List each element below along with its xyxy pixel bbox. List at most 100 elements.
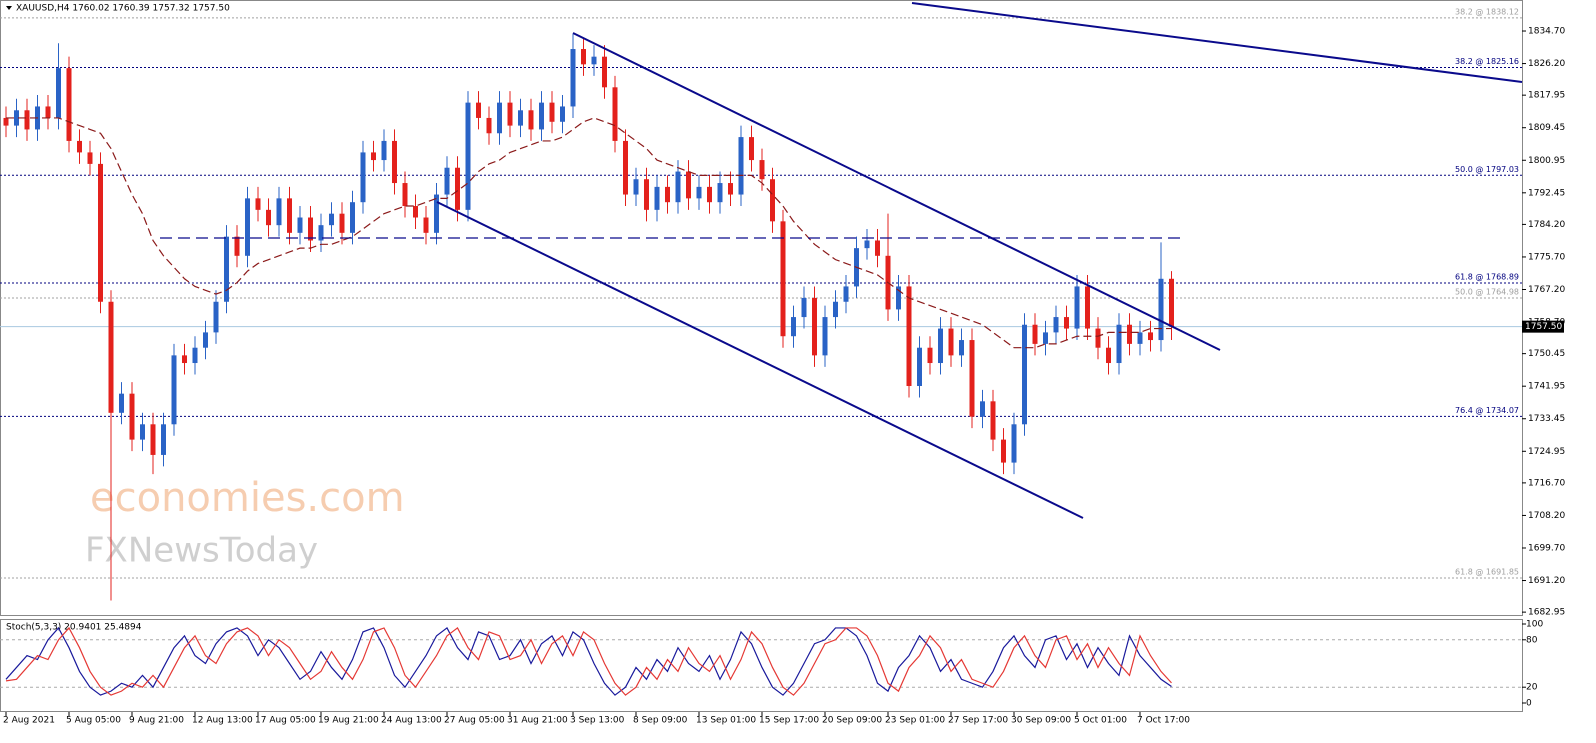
- y-tick-label: 1699.70: [1528, 543, 1565, 553]
- fib-label: 38.2 @ 1838.12: [1455, 7, 1519, 16]
- candle-body: [266, 209, 271, 226]
- candle-body: [14, 110, 19, 126]
- candle-body: [875, 240, 880, 256]
- candle-body: [528, 110, 534, 130]
- x-tick-label: 19 Aug 21:00: [318, 716, 379, 726]
- candle-body: [717, 183, 723, 203]
- candle-body: [245, 198, 250, 256]
- candle-body: [255, 198, 261, 210]
- x-tick-label: 13 Sep 01:00: [696, 716, 756, 726]
- candle-body: [938, 328, 943, 364]
- fib-label: 38.2 @ 1825.16: [1455, 57, 1519, 66]
- y-tick-label: 1817.95: [1528, 91, 1565, 101]
- fib-label: 61.8 @ 1768.89: [1455, 273, 1519, 282]
- y-tick-label: 1809.45: [1528, 123, 1565, 133]
- stoch-line: [5, 626, 1172, 696]
- candle-body: [1074, 286, 1080, 329]
- candle-body: [696, 186, 702, 199]
- stoch-header: Stoch(5,3,3) 20.9401 25.4894: [6, 623, 142, 633]
- x-tick-label: 12 Aug 13:00: [192, 716, 253, 726]
- candle-body: [182, 355, 187, 364]
- candle-body: [203, 332, 208, 348]
- candle-body: [434, 194, 439, 233]
- stoch-tick-label: 100: [1526, 620, 1543, 630]
- candle-body: [738, 137, 744, 195]
- candle-body: [1158, 278, 1164, 341]
- y-tick-label: 1750.45: [1528, 349, 1565, 359]
- trendline: [911, 2, 1523, 83]
- symbol-header: XAUUSD,H4 1760.02 1760.39 1757.32 1757.5…: [16, 4, 230, 14]
- last-price-box: [1522, 320, 1564, 333]
- candle-body: [822, 317, 828, 356]
- candle-body: [360, 152, 366, 203]
- watermark: economies.com: [90, 475, 405, 521]
- candle-body: [87, 152, 93, 164]
- candle-body: [833, 301, 838, 318]
- x-tick-label: 24 Aug 13:00: [381, 716, 442, 726]
- plot: 38.2 @ 1838.12 38.2 @ 1825.16 50.0 @ 1797.…: [0, 7, 1522, 601]
- candle-body: [644, 179, 649, 210]
- candle-body: [1022, 324, 1027, 425]
- fib-label: 76.4 @ 1734.07: [1455, 406, 1519, 415]
- candle-body: [990, 401, 996, 440]
- candle-body: [1148, 332, 1153, 341]
- main-frame: [0, 0, 1523, 616]
- candle-body: [917, 347, 922, 387]
- candle-body: [119, 393, 124, 413]
- x-tick-label: 9 Aug 21:00: [129, 716, 184, 726]
- candle-body: [56, 68, 61, 118]
- x-tick-label: 3 Sep 13:00: [570, 716, 625, 726]
- x-tick-label: 5 Aug 05:00: [66, 716, 121, 726]
- candle-body: [728, 183, 733, 195]
- y-tick-label: 1826.20: [1528, 59, 1565, 69]
- candle-body: [455, 167, 460, 210]
- candle-body: [906, 286, 912, 387]
- y-tick-label: 1691.20: [1528, 576, 1565, 586]
- candle-body: [192, 347, 198, 364]
- candle-body: [518, 110, 523, 126]
- stoch-line: [5, 626, 1172, 696]
- candle-body: [507, 102, 513, 126]
- candle-body: [66, 68, 72, 141]
- candle-body: [948, 328, 954, 356]
- candle-body: [381, 140, 387, 161]
- fib-label: 50.0 @ 1764.98: [1455, 288, 1519, 297]
- x-tick-label: 20 Sep 09:00: [822, 716, 882, 726]
- candle-body: [3, 117, 9, 126]
- trendline: [572, 32, 1221, 351]
- y-tick-label: 1792.45: [1528, 188, 1565, 198]
- candle-body: [350, 202, 355, 233]
- candle-body: [602, 56, 607, 88]
- candle-body: [759, 160, 765, 180]
- y-tick-label: 1834.70: [1528, 27, 1565, 37]
- y-tick-label: 1775.70: [1528, 252, 1565, 262]
- y-tick-label: 1724.95: [1528, 447, 1565, 457]
- candle-body: [465, 102, 471, 210]
- fib-label: 61.8 @ 1691.85: [1455, 568, 1519, 577]
- x-tick-label: 5 Oct 01:00: [1074, 716, 1127, 726]
- y-tick-label: 1800.95: [1528, 156, 1565, 166]
- candle-body: [654, 186, 660, 210]
- candle-body: [276, 198, 282, 226]
- candle-body: [1095, 328, 1101, 348]
- candle-body: [308, 217, 313, 241]
- candle-body: [549, 102, 555, 122]
- x-tick-label: 27 Aug 05:00: [444, 716, 505, 726]
- stoch-tick-label: 20: [1526, 683, 1538, 693]
- candle-body: [581, 49, 586, 65]
- candle-body: [969, 340, 975, 417]
- y-tick-label: 1784.20: [1528, 220, 1565, 230]
- y-tick-label: 1682.95: [1528, 608, 1565, 618]
- candle-body: [1127, 324, 1132, 344]
- candle-body: [1064, 317, 1069, 329]
- candle-body: [402, 183, 408, 207]
- candle-body: [791, 317, 796, 337]
- candle-body: [497, 102, 502, 134]
- candle-body: [864, 240, 870, 249]
- candle-body: [98, 163, 103, 302]
- y-tick-label: 1741.95: [1528, 382, 1565, 392]
- y-tick-label: 1767.20: [1528, 285, 1565, 295]
- candle-body: [476, 102, 481, 118]
